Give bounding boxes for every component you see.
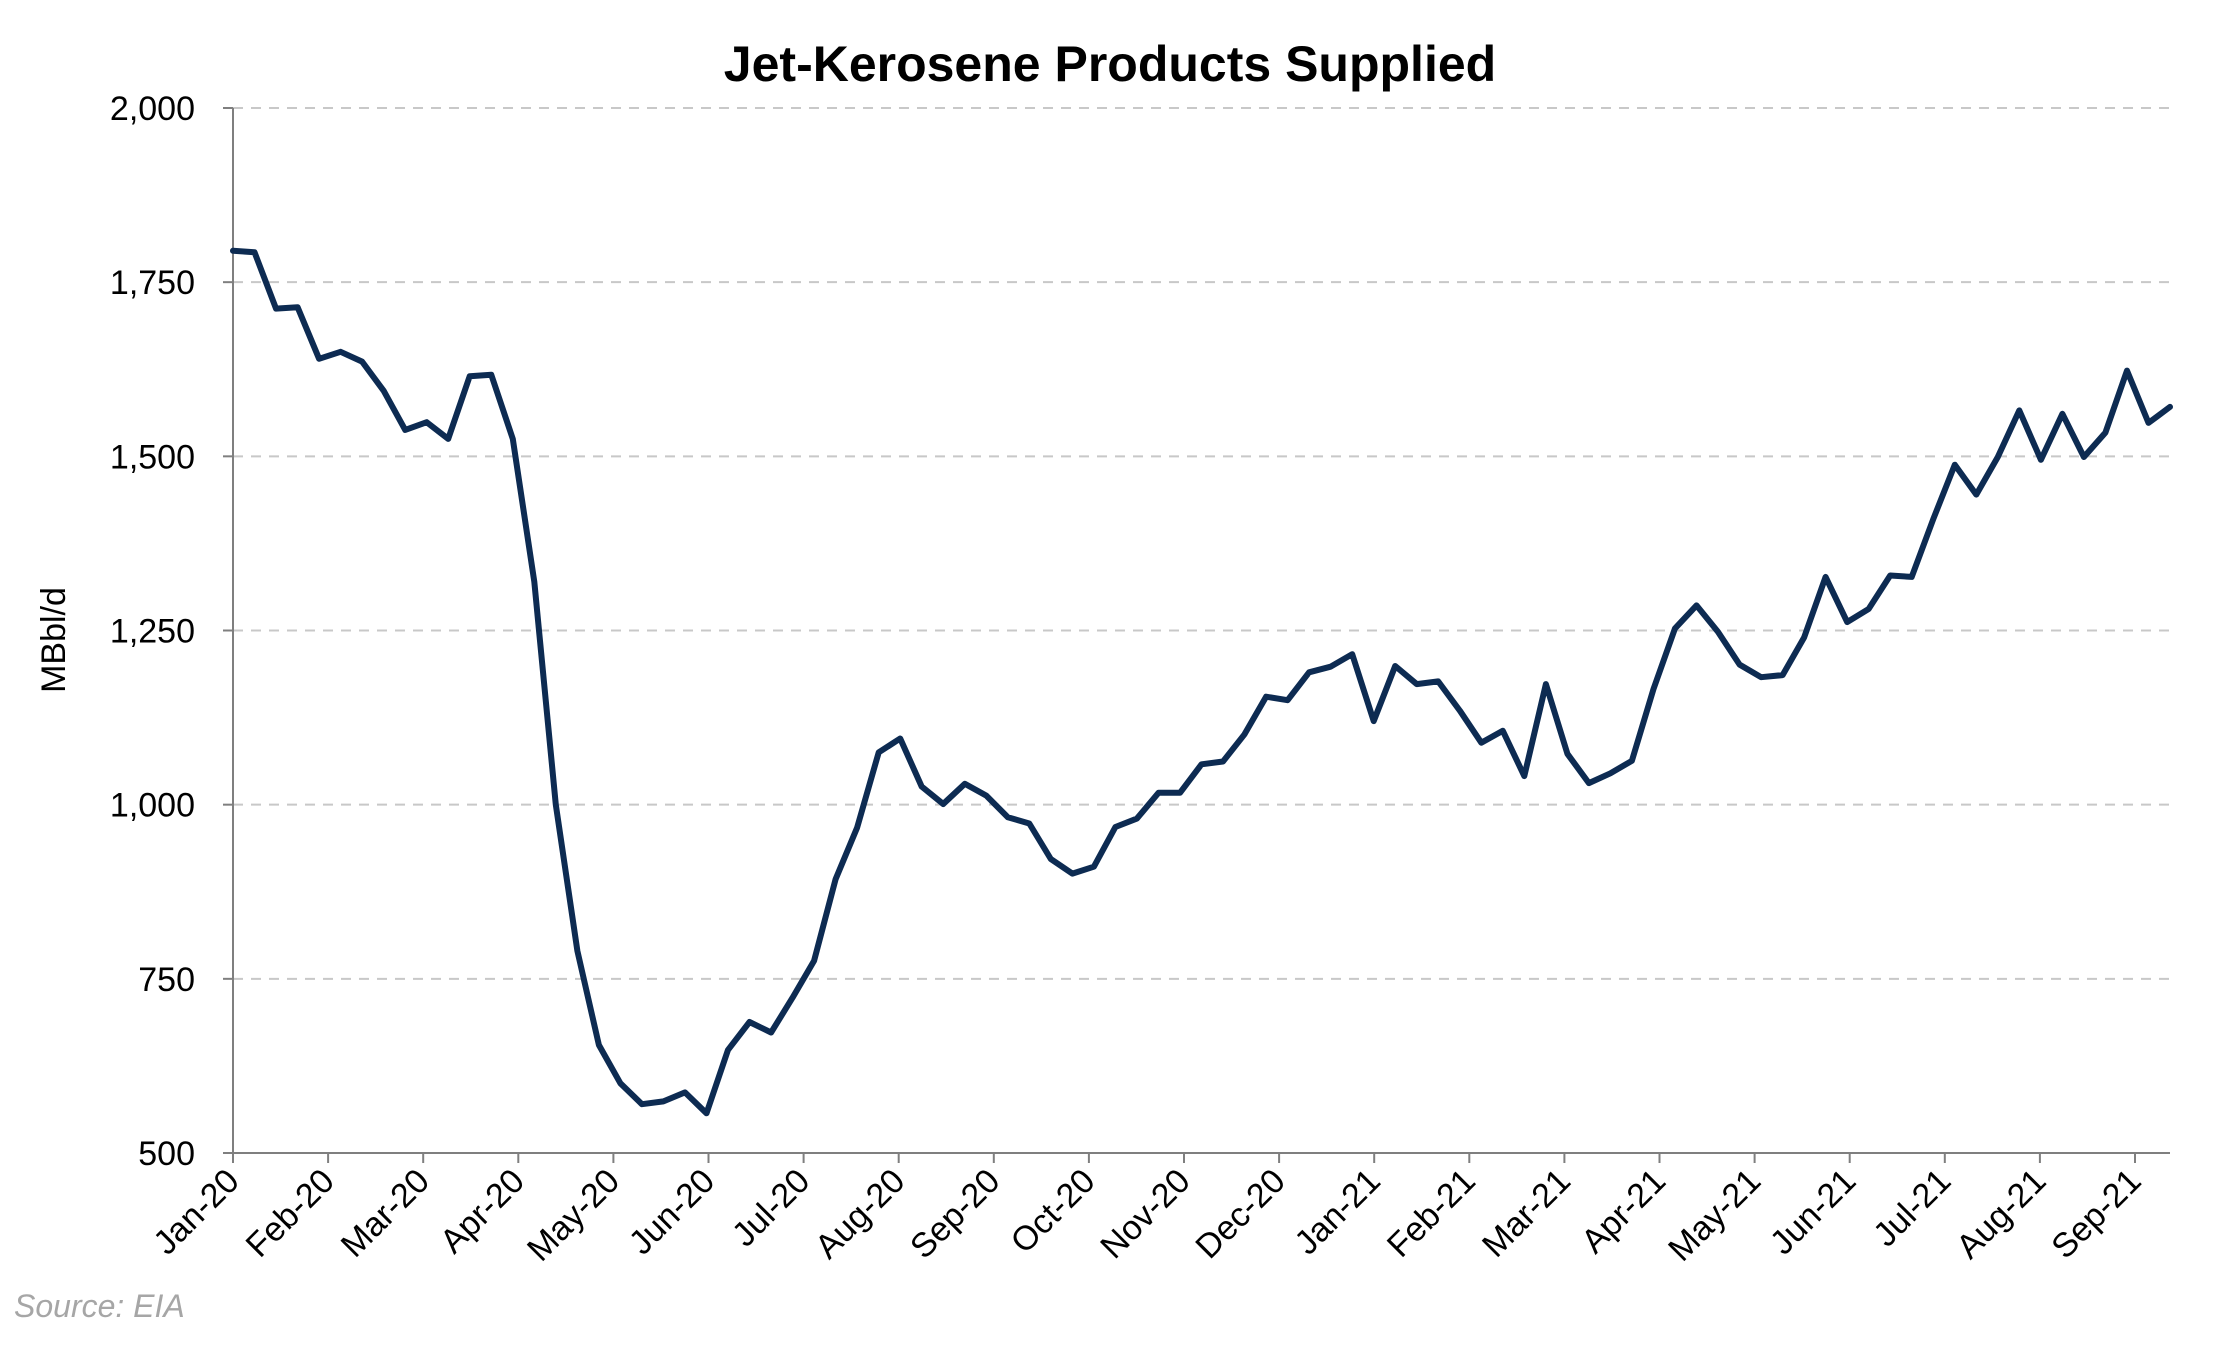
x-tick-label: Jan-20	[146, 1162, 246, 1262]
x-tick-label: Jul-21	[1866, 1162, 1958, 1254]
x-tick-label: Jun-20	[622, 1162, 722, 1262]
series-layer	[230, 247, 2173, 1117]
y-tick-label: 2,000	[110, 90, 195, 128]
x-tick-label: Apr-21	[1574, 1162, 1673, 1261]
y-tick-labels: 500 750 1,000 1,250 1,500 1,750 2,000	[110, 90, 195, 1173]
x-tick-label: Aug-20	[808, 1162, 912, 1266]
x-tick-label: Jan-21	[1287, 1162, 1387, 1262]
chart-title: Jet-Kerosene Products Supplied	[723, 36, 1497, 92]
y-tick-label: 1,250	[110, 613, 195, 651]
x-tick-label: Sep-21	[2044, 1162, 2148, 1266]
source-note: Source: EIA	[14, 1288, 185, 1324]
x-tick-label: May-20	[520, 1162, 627, 1269]
y-tick-label: 500	[138, 1135, 195, 1173]
x-tick-label: Mar-20	[334, 1162, 437, 1265]
x-tick-label: Feb-21	[1380, 1162, 1483, 1265]
x-tick-label: Sep-20	[903, 1162, 1007, 1266]
x-tick-label: Aug-21	[1949, 1162, 2053, 1266]
x-tick-label: Nov-20	[1093, 1162, 1197, 1266]
x-tick-label: Jul-20	[725, 1162, 817, 1254]
y-tick-label: 750	[138, 961, 195, 999]
y-tick-label: 1,750	[110, 264, 195, 302]
gridlines	[233, 107, 2170, 980]
series-line	[230, 247, 2173, 1117]
x-tick-label: Jun-21	[1763, 1162, 1863, 1262]
x-tick-label: Oct-20	[1004, 1162, 1103, 1261]
x-tick-label: Feb-20	[239, 1162, 342, 1265]
x-tick-label: Apr-20	[433, 1162, 532, 1261]
x-tick-label: Dec-20	[1188, 1162, 1292, 1266]
y-tick-label: 1,000	[110, 787, 195, 825]
x-tick-label: May-21	[1661, 1162, 1768, 1269]
x-tick-label: Mar-21	[1475, 1162, 1578, 1265]
y-axis-title: MBbl/d	[35, 587, 73, 693]
axes	[223, 107, 2170, 1163]
y-tick-label: 1,500	[110, 438, 195, 476]
